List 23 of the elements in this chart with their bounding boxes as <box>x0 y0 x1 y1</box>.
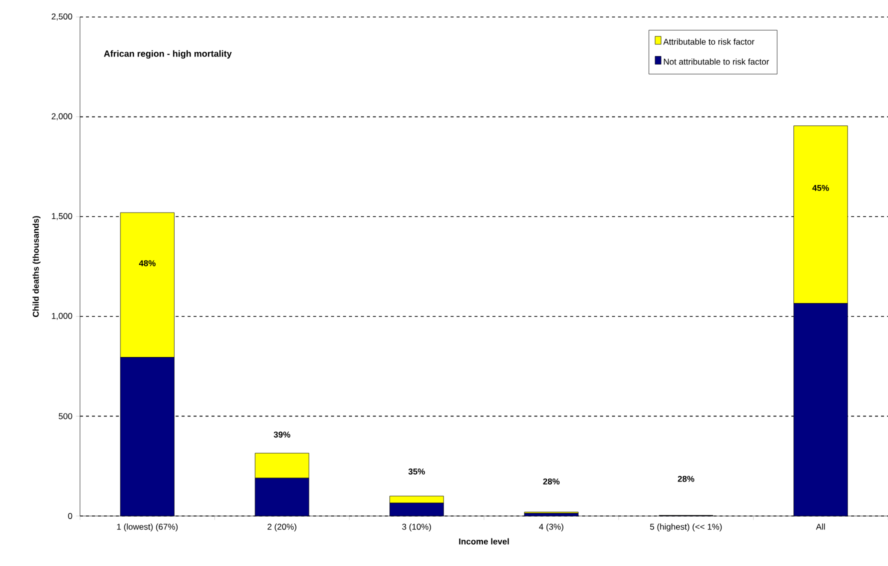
x-tick-label: 3 (10%) <box>402 524 431 532</box>
x-axis-title: Income level <box>459 538 509 544</box>
annotation: 28% <box>543 478 560 484</box>
x-tick-label: 1 (lowest) (67%) <box>117 524 178 532</box>
annotation: 45% <box>812 184 829 191</box>
text: African region - high mortality <box>104 50 232 59</box>
annotation: 48% <box>138 260 156 266</box>
annotation: 39% <box>274 432 290 438</box>
annotation: 28% <box>678 476 694 482</box>
x-tick-label: 4 (3%) <box>539 524 564 532</box>
annotation: 35% <box>408 468 425 475</box>
legend-label: Not attributable to risk factor <box>664 58 769 65</box>
x-tick-label: 2 (20%) <box>268 524 296 532</box>
y-tick-label: 500 <box>58 413 72 420</box>
y-tick-label: 2,500 <box>52 14 72 20</box>
y-tick-label: 0 <box>68 513 72 519</box>
y-tick-label: 2,000 <box>52 113 72 120</box>
y-tick-label: 1,000 <box>52 312 72 320</box>
y-tick-label: 1,500 <box>52 213 72 220</box>
x-tick-label: All <box>816 524 825 530</box>
y-axis-title: Child deaths (thousands) <box>32 216 40 317</box>
x-tick-label: 5 (highest) (<< 1%) <box>650 524 722 532</box>
legend-label: Attributable to risk factor <box>663 38 754 45</box>
